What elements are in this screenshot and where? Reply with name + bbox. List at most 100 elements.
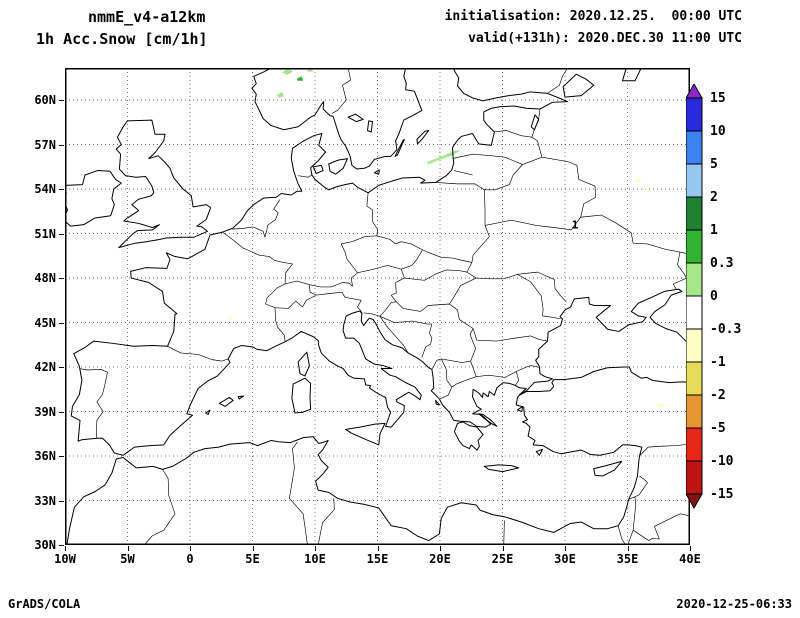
- lon-tick-label: 10E: [304, 552, 326, 566]
- colorbar-band: [686, 229, 703, 264]
- valid-time: valid(+131h): 2020.DEC.30 11:00 UTC: [468, 31, 742, 46]
- model-name: nmmE_v4-a12km: [88, 8, 206, 26]
- axis-tick: [59, 100, 64, 102]
- axis-tick: [65, 546, 66, 551]
- colorbar-band: [686, 361, 703, 396]
- map-canvas: 1: [65, 68, 690, 545]
- axis-tick: [59, 367, 64, 369]
- axis-tick: [565, 546, 566, 551]
- lon-tick-label: 25E: [491, 552, 514, 566]
- snow-fill-layer: [228, 68, 664, 408]
- axis-tick: [59, 322, 64, 324]
- colorbar-band: [686, 328, 703, 363]
- colorbar-tick-label: -10: [710, 454, 734, 469]
- lon-tick-label: 30E: [554, 552, 576, 566]
- spot-yellow-france: [228, 316, 233, 321]
- colorbar-tick-label: -5: [710, 421, 726, 436]
- lat-tick-label: 42N: [34, 360, 56, 375]
- axis-tick: [377, 546, 379, 551]
- lon-tick-label: 5W: [120, 552, 135, 566]
- colorbar-arrow-bottom: [686, 493, 703, 510]
- colorbar-tick-label: 1: [710, 223, 718, 238]
- colorbar-band: [686, 97, 703, 132]
- colorbar-band: [686, 460, 703, 495]
- spot-yellow-east-1: [634, 177, 642, 184]
- lon-tick-label: 15E: [366, 552, 389, 566]
- coastline-ireland: [65, 171, 121, 227]
- colorbar-band: [686, 394, 703, 429]
- axis-tick: [315, 546, 316, 551]
- lon-tick-label: 20E: [429, 552, 451, 566]
- lat-tick-label: 39N: [34, 404, 56, 419]
- contour-label: 1: [572, 218, 579, 231]
- axis-tick: [690, 546, 691, 551]
- lon-tick-label: 10W: [54, 552, 76, 566]
- lat-tick-label: 36N: [34, 449, 56, 464]
- geo-layer: [65, 68, 690, 545]
- colorbar: 15 10 5 2 1 0.3 0 -0.3 -1 -2 -5 -10 -15: [686, 84, 741, 510]
- snow-patch-baltic: [427, 150, 461, 165]
- lat-tick-label: 45N: [34, 315, 56, 330]
- coastline-islands: [206, 130, 622, 476]
- axis-tick: [502, 546, 504, 551]
- colorbar-band: [686, 130, 703, 165]
- lat-tick-label: 51N: [34, 226, 56, 241]
- colorbar-tick-label: -2: [710, 388, 726, 403]
- creation-timestamp: 2020-12-25-06:33: [676, 597, 792, 611]
- colorbar-tick-label: 2: [710, 190, 718, 205]
- snow-patch-norway-1: [281, 68, 294, 75]
- colorbar-tick-label: 0.3: [710, 256, 733, 271]
- lat-tick-label: 48N: [34, 271, 56, 286]
- spot-yellow-anatolia: [658, 402, 664, 408]
- axis-tick: [252, 546, 254, 551]
- coastline-britain: [116, 120, 210, 248]
- coastline-italy-balkans-blacksea: [285, 289, 690, 450]
- coastline-mainland-west-europe-baltic: [71, 68, 567, 455]
- colorbar-tick-label: -1: [710, 355, 726, 370]
- spot-yellow-east-2: [644, 185, 649, 190]
- lakes: [348, 68, 641, 132]
- colorbar-tick-label: 0: [710, 289, 718, 304]
- lon-tick-label: 40E: [679, 552, 701, 566]
- axis-tick: [127, 546, 129, 551]
- axis-tick: [59, 456, 64, 458]
- colorbar-band: [686, 196, 703, 231]
- axis-tick: [190, 546, 191, 551]
- country-borders: [79, 68, 690, 545]
- lon-tick-label: 0: [186, 552, 194, 566]
- axis-tick: [59, 233, 64, 235]
- colorbar-arrow-top: [686, 84, 703, 99]
- lon-tick-label: 35E: [616, 552, 639, 566]
- lat-tick-label: 57N: [34, 137, 56, 152]
- lon-tick-label: 5E: [245, 552, 260, 566]
- snow-patch-norway-3: [276, 91, 284, 98]
- field-title: 1h Acc.Snow [cm/1h]: [36, 30, 208, 48]
- colorbar-tick-label: 10: [710, 124, 726, 139]
- axis-tick: [59, 500, 64, 502]
- snow-patch-norway-2: [296, 76, 304, 81]
- lat-tick-label: 60N: [34, 93, 56, 108]
- lat-tick-label: 54N: [34, 182, 56, 197]
- colorbar-band: [686, 163, 703, 198]
- axis-tick: [59, 144, 64, 146]
- colorbar-tick-label: 15: [710, 91, 726, 106]
- axis-tick: [627, 546, 629, 551]
- colorbar-tick-label: -0.3: [710, 322, 741, 337]
- colorbar-tick-label: -15: [710, 487, 733, 502]
- lat-tick-label: 33N: [34, 493, 56, 508]
- grads-credit: GrADS/COLA: [8, 597, 81, 611]
- initialisation-time: initialisation: 2020.12.25. 00:00 UTC: [444, 9, 742, 24]
- colorbar-tick-label: 5: [710, 157, 718, 172]
- gridline-layer: [65, 68, 690, 545]
- axis-tick: [59, 411, 64, 413]
- axis-tick: [59, 278, 64, 280]
- coastline-scandinavia: [252, 68, 422, 169]
- axis-tick: [59, 189, 64, 191]
- colorbar-band: [686, 262, 703, 297]
- lat-tick-label: 30N: [34, 538, 56, 552]
- axis-tick: [59, 545, 64, 546]
- colorbar-band: [686, 295, 703, 330]
- axis-tick: [440, 546, 441, 551]
